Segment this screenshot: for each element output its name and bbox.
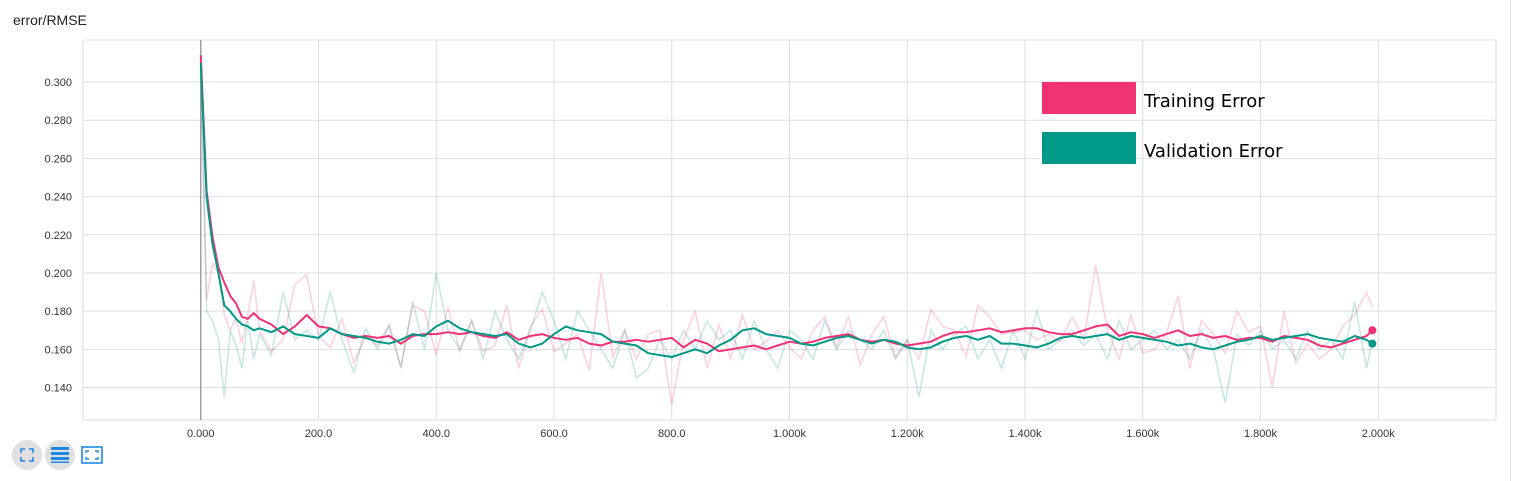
legend-swatch-validation-error [1042,132,1136,164]
x-tick-label: 2.000k [1362,428,1396,440]
y-tick-label: 0.160 [44,344,72,356]
legend-swatch-training-error [1042,82,1136,114]
validation-error-line [199,62,1373,358]
x-tick-label: 1.600k [1126,428,1160,440]
y-tick-label: 0.220 [44,230,72,242]
fullscreen-button[interactable] [12,440,42,470]
toggle-log-scale-button[interactable] [45,440,75,470]
x-tick-label: 800.0 [658,428,686,440]
training-error-endpoint [1368,326,1377,335]
x-tick-label: 0.000 [187,428,215,440]
x-tick-label: 1.800k [1244,428,1278,440]
validation-error-raw-line [200,62,1374,403]
y-tick-label: 0.200 [44,268,72,280]
grid [82,39,1497,421]
y-tick-label: 0.260 [44,153,72,165]
y-tick-label: 0.140 [44,383,72,395]
y-tick-label: 0.240 [44,192,72,204]
x-tick-label: 1.200k [891,428,925,440]
legend-label-validation-error: Validation Error [1144,141,1283,162]
x-tick-label: 400.0 [422,428,450,440]
x-tick-label: 1.000k [773,428,807,440]
y-tick-label: 0.300 [44,77,72,89]
fit-domain-icon [81,446,103,464]
smoothed-series [199,55,1377,358]
training-error-raw-line [200,55,1374,405]
fit-domain-button[interactable] [80,440,104,470]
legend-label-training-error: Training Error [1143,91,1265,112]
chart-title: error/RMSE [13,12,87,28]
panel-divider [1510,0,1511,481]
legend: Training Error Validation Error [1042,82,1283,164]
fullscreen-icon [20,448,34,462]
validation-error-endpoint [1368,339,1377,348]
y-tick-label: 0.180 [44,306,72,318]
y-tick-label: 0.280 [44,115,72,127]
x-tick-label: 200.0 [305,428,333,440]
tick-labels: 0.140 0.160 0.180 0.200 0.220 0.240 0.260 0.280… [44,77,1395,440]
lines-icon [51,447,69,463]
x-tick-label: 1.400k [1008,428,1042,440]
chart-toolbar [12,440,104,470]
x-tick-label: 600.0 [540,428,568,440]
